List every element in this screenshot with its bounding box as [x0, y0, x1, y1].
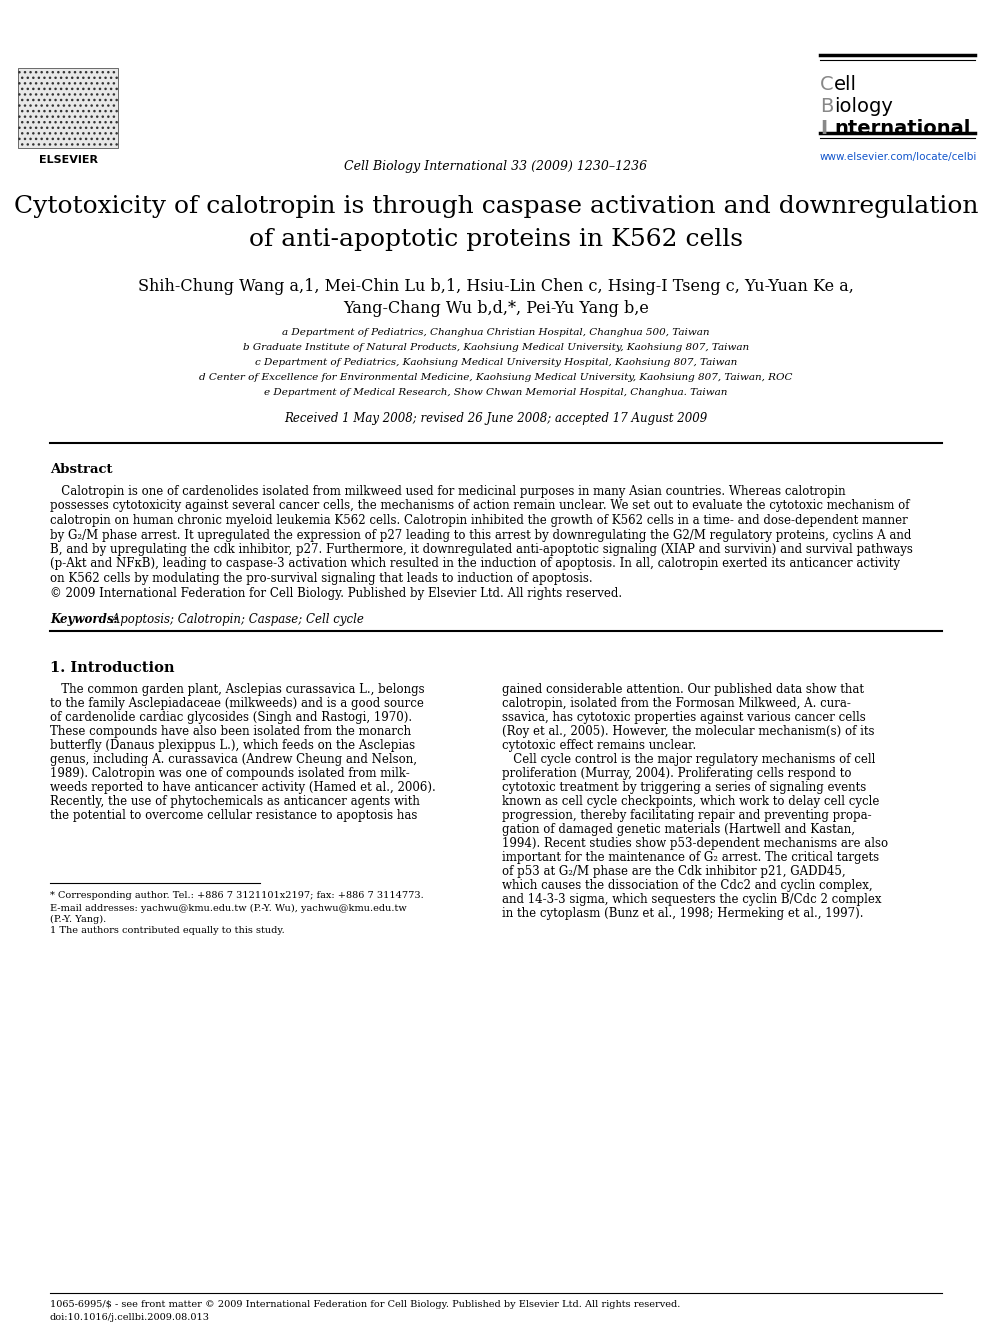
Text: Cell Biology International 33 (2009) 1230–1236: Cell Biology International 33 (2009) 123… [344, 160, 648, 173]
Text: possesses cytotoxicity against several cancer cells, the mechanisms of action re: possesses cytotoxicity against several c… [50, 500, 910, 512]
Text: ell: ell [834, 75, 857, 94]
Text: gained considerable attention. Our published data show that: gained considerable attention. Our publi… [502, 683, 864, 696]
Text: of p53 at G₂/M phase are the Cdk inhibitor p21, GADD45,: of p53 at G₂/M phase are the Cdk inhibit… [502, 865, 845, 878]
Text: to the family Asclepiadaceae (milkweeds) and is a good source: to the family Asclepiadaceae (milkweeds)… [50, 697, 424, 710]
Text: known as cell cycle checkpoints, which work to delay cell cycle: known as cell cycle checkpoints, which w… [502, 795, 879, 808]
Text: E-mail addresses: yachwu@kmu.edu.tw (P.-Y. Wu), yachwu@kmu.edu.tw: E-mail addresses: yachwu@kmu.edu.tw (P.-… [50, 904, 407, 913]
Text: (P.-Y. Yang).: (P.-Y. Yang). [50, 916, 106, 925]
Bar [18, 67, 118, 148]
Text: Abstract: Abstract [50, 463, 112, 476]
Text: iology: iology [834, 97, 893, 116]
Text: 1994). Recent studies show p53-dependent mechanisms are also: 1994). Recent studies show p53-dependent… [502, 837, 888, 849]
Text: the potential to overcome cellular resistance to apoptosis has: the potential to overcome cellular resis… [50, 808, 418, 822]
Text: B, and by upregulating the cdk inhibitor, p27. Furthermore, it downregulated ant: B, and by upregulating the cdk inhibitor… [50, 542, 913, 556]
Text: calotropin, isolated from the Formosan Milkweed, A. cura-: calotropin, isolated from the Formosan M… [502, 697, 851, 710]
Text: important for the maintenance of G₂ arrest. The critical targets: important for the maintenance of G₂ arre… [502, 851, 879, 864]
Text: * Corresponding author. Tel.: +886 7 3121101x2197; fax: +886 7 3114773.: * Corresponding author. Tel.: +886 7 312… [50, 890, 424, 900]
Text: Shih-Chung Wang a,1, Mei-Chin Lu b,1, Hsiu-Lin Chen c, Hsing-I Tseng c, Yu-Yuan : Shih-Chung Wang a,1, Mei-Chin Lu b,1, Hs… [138, 278, 854, 295]
Text: cytotoxic effect remains unclear.: cytotoxic effect remains unclear. [502, 740, 696, 751]
Text: on K562 cells by modulating the pro-survival signaling that leads to induction o: on K562 cells by modulating the pro-surv… [50, 572, 592, 585]
Text: Apoptosis; Calotropin; Caspase; Cell cycle: Apoptosis; Calotropin; Caspase; Cell cyc… [108, 613, 364, 626]
Text: Yang-Chang Wu b,d,*, Pei-Yu Yang b,e: Yang-Chang Wu b,d,*, Pei-Yu Yang b,e [343, 300, 649, 318]
Text: genus, including A. curassavica (Andrew Cheung and Nelson,: genus, including A. curassavica (Andrew … [50, 753, 417, 766]
Text: Recently, the use of phytochemicals as anticancer agents with: Recently, the use of phytochemicals as a… [50, 795, 420, 808]
Text: (Roy et al., 2005). However, the molecular mechanism(s) of its: (Roy et al., 2005). However, the molecul… [502, 725, 875, 738]
Text: doi:10.1016/j.cellbi.2009.08.013: doi:10.1016/j.cellbi.2009.08.013 [50, 1312, 210, 1322]
Text: butterfly (Danaus plexippus L.), which feeds on the Asclepias: butterfly (Danaus plexippus L.), which f… [50, 740, 415, 751]
Text: The common garden plant, Asclepias curassavica L., belongs: The common garden plant, Asclepias curas… [50, 683, 425, 696]
Text: Cell cycle control is the major regulatory mechanisms of cell: Cell cycle control is the major regulato… [502, 753, 875, 766]
Text: gation of damaged genetic materials (Hartwell and Kastan,: gation of damaged genetic materials (Har… [502, 823, 855, 836]
Text: weeds reported to have anticancer activity (Hamed et al., 2006).: weeds reported to have anticancer activi… [50, 781, 435, 794]
Text: c Department of Pediatrics, Kaohsiung Medical University Hospital, Kaohsiung 807: c Department of Pediatrics, Kaohsiung Me… [255, 359, 737, 366]
Text: B: B [820, 97, 833, 116]
Text: b Graduate Institute of Natural Products, Kaohsiung Medical University, Kaohsiun: b Graduate Institute of Natural Products… [243, 343, 749, 352]
Text: (p-Akt and NFκB), leading to caspase-3 activation which resulted in the inductio: (p-Akt and NFκB), leading to caspase-3 a… [50, 557, 900, 570]
Text: Cytotoxicity of calotropin is through caspase activation and downregulation: Cytotoxicity of calotropin is through ca… [14, 194, 978, 218]
Text: Received 1 May 2008; revised 26 June 2008; accepted 17 August 2009: Received 1 May 2008; revised 26 June 200… [285, 411, 707, 425]
Text: 1 The authors contributed equally to this study.: 1 The authors contributed equally to thi… [50, 926, 285, 935]
Text: www.elsevier.com/locate/celbi: www.elsevier.com/locate/celbi [820, 152, 977, 161]
Text: which causes the dissociation of the Cdc2 and cyclin complex,: which causes the dissociation of the Cdc… [502, 878, 873, 892]
Text: 1. Introduction: 1. Introduction [50, 662, 175, 675]
Text: progression, thereby facilitating repair and preventing propa-: progression, thereby facilitating repair… [502, 808, 872, 822]
Text: cytotoxic treatment by triggering a series of signaling events: cytotoxic treatment by triggering a seri… [502, 781, 866, 794]
Text: ssavica, has cytotoxic properties against various cancer cells: ssavica, has cytotoxic properties agains… [502, 710, 866, 724]
Text: I: I [820, 119, 827, 138]
Text: a Department of Pediatrics, Changhua Christian Hospital, Changhua 500, Taiwan: a Department of Pediatrics, Changhua Chr… [283, 328, 709, 337]
Text: in the cytoplasm (Bunz et al., 1998; Hermeking et al., 1997).: in the cytoplasm (Bunz et al., 1998; Her… [502, 908, 863, 919]
Text: 1065-6995/$ - see front matter © 2009 International Federation for Cell Biology.: 1065-6995/$ - see front matter © 2009 In… [50, 1301, 681, 1308]
Text: nternational: nternational [834, 119, 970, 138]
Text: of cardenolide cardiac glycosides (Singh and Rastogi, 1970).: of cardenolide cardiac glycosides (Singh… [50, 710, 412, 724]
Text: e Department of Medical Research, Show Chwan Memorial Hospital, Changhua. Taiwan: e Department of Medical Research, Show C… [264, 388, 728, 397]
Bar [18, 67, 118, 148]
Text: © 2009 International Federation for Cell Biology. Published by Elsevier Ltd. All: © 2009 International Federation for Cell… [50, 586, 622, 599]
Text: d Center of Excellence for Environmental Medicine, Kaohsiung Medical University,: d Center of Excellence for Environmental… [199, 373, 793, 382]
Text: and 14-3-3 sigma, which sequesters the cyclin B/Cdc 2 complex: and 14-3-3 sigma, which sequesters the c… [502, 893, 882, 906]
Text: of anti-apoptotic proteins in K562 cells: of anti-apoptotic proteins in K562 cells [249, 228, 743, 251]
Text: ELSEVIER: ELSEVIER [39, 155, 97, 165]
Text: by G₂/M phase arrest. It upregulated the expression of p27 leading to this arres: by G₂/M phase arrest. It upregulated the… [50, 528, 912, 541]
Text: Calotropin is one of cardenolides isolated from milkweed used for medicinal purp: Calotropin is one of cardenolides isolat… [50, 486, 845, 497]
Text: These compounds have also been isolated from the monarch: These compounds have also been isolated … [50, 725, 411, 738]
Text: C: C [820, 75, 833, 94]
Text: proliferation (Murray, 2004). Proliferating cells respond to: proliferation (Murray, 2004). Proliferat… [502, 767, 851, 781]
Text: calotropin on human chronic myeloid leukemia K562 cells. Calotropin inhibited th: calotropin on human chronic myeloid leuk… [50, 515, 908, 527]
Text: 1989). Calotropin was one of compounds isolated from milk-: 1989). Calotropin was one of compounds i… [50, 767, 410, 781]
Text: Keywords:: Keywords: [50, 613, 118, 626]
